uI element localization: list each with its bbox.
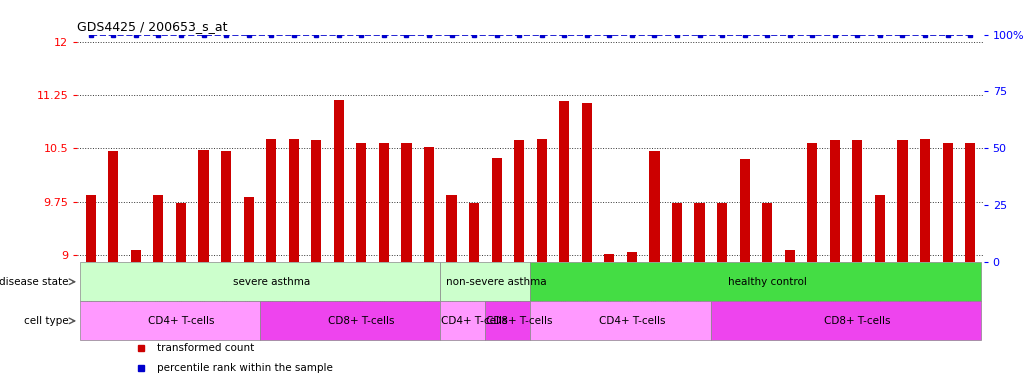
Bar [942,143,953,262]
Bar [530,262,982,301]
Bar [266,139,276,262]
Bar [852,140,862,262]
Bar [379,143,389,262]
Bar [485,301,530,341]
Bar [176,203,186,262]
Bar [260,301,440,341]
Bar [762,203,772,262]
Bar [221,151,231,262]
Text: CD4+ T-cells: CD4+ T-cells [598,316,665,326]
Bar [530,301,711,341]
Bar [672,203,682,262]
Bar [424,147,434,262]
Bar [897,140,907,262]
Bar [85,195,96,262]
Text: CD8+ T-cells: CD8+ T-cells [329,316,394,326]
Text: non-severe asthma: non-severe asthma [446,277,547,287]
Text: percentile rank within the sample: percentile rank within the sample [157,362,333,373]
Bar [740,159,750,262]
Bar [491,158,502,262]
Bar [627,252,637,262]
Bar [830,140,839,262]
Bar [131,250,141,262]
Bar [334,100,344,262]
Text: healthy control: healthy control [728,277,806,287]
Bar [288,139,299,262]
Bar [694,203,705,262]
Bar [965,143,975,262]
Bar [711,301,982,341]
Bar [199,150,209,262]
Bar [649,151,659,262]
Text: severe asthma: severe asthma [233,277,310,287]
Text: CD8+ T-cells: CD8+ T-cells [824,316,891,326]
Bar [243,197,253,262]
Bar [440,301,485,341]
Bar [785,250,795,262]
Bar [446,195,456,262]
Bar [920,139,930,262]
Bar [559,101,570,262]
Text: disease state: disease state [0,277,68,287]
Bar [311,140,321,262]
Text: cell type: cell type [24,316,68,326]
Bar [440,262,530,301]
Text: CD4+ T-cells: CD4+ T-cells [147,316,214,326]
Text: transformed count: transformed count [157,343,254,353]
Bar [79,301,260,341]
Bar [874,195,885,262]
Bar [356,143,367,262]
Text: CD8+ T-cells: CD8+ T-cells [486,316,552,326]
Bar [717,203,727,262]
Bar [79,262,440,301]
Text: GDS4425 / 200653_s_at: GDS4425 / 200653_s_at [77,20,228,33]
Bar [469,203,479,262]
Bar [402,143,412,262]
Bar [808,143,818,262]
Bar [582,103,592,262]
Bar [537,139,547,262]
Text: CD4+ T-cells: CD4+ T-cells [441,316,508,326]
Bar [108,151,118,262]
Bar [514,140,524,262]
Bar [153,195,164,262]
Bar [605,254,615,262]
